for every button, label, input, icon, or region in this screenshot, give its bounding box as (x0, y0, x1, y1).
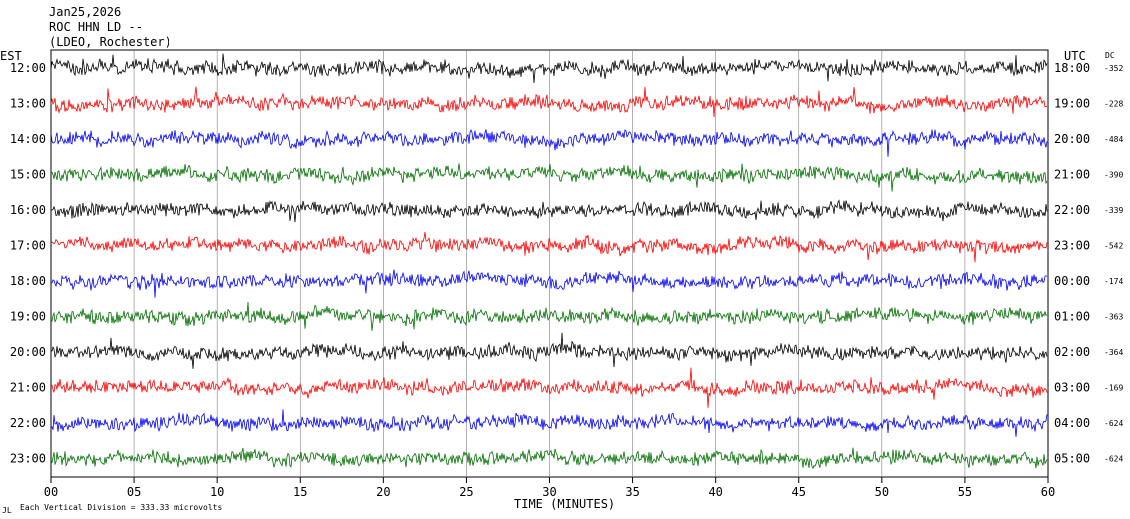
dc-offset-label: -624 (1104, 419, 1123, 428)
dc-offset-label: -352 (1104, 64, 1123, 73)
x-tick-label: 05 (127, 485, 141, 499)
dc-offset-labels: -352 -228 -484 -390 -339 -542 -174 -363 -364 -169… (1104, 64, 1123, 464)
trace-line (50, 367, 1048, 408)
trace-line (50, 86, 1048, 118)
utc-hour-label: 03:00 (1054, 381, 1090, 395)
est-hour-label: 23:00 (10, 452, 46, 466)
station-code: ROC HHN LD -- (49, 20, 143, 34)
est-hour-label: 17:00 (10, 239, 46, 253)
utc-hour-label: 02:00 (1054, 345, 1090, 359)
trace-line (50, 447, 1048, 470)
x-tick-label: 35 (625, 485, 639, 499)
est-hour-labels: 12:00 13:00 14:00 15:00 16:00 17:00 18:00 19:00… (10, 61, 46, 466)
x-tick-label: 25 (459, 485, 473, 499)
dc-offset-label: -364 (1104, 348, 1123, 357)
dc-column-title: DC (1105, 51, 1115, 60)
trace-line (50, 301, 1048, 331)
utc-hour-label: 22:00 (1054, 203, 1090, 217)
x-tick-label: 15 (293, 485, 307, 499)
est-hour-label: 12:00 (10, 61, 46, 75)
x-tick-label: 00 (44, 485, 58, 499)
dc-offset-label: -390 (1104, 171, 1123, 180)
dc-offset-label: -624 (1104, 455, 1123, 464)
utc-hour-labels: 18:00 19:00 20:00 21:00 22:00 23:00 00:00 01:00… (1054, 61, 1090, 466)
utc-hour-label: 20:00 (1054, 132, 1090, 146)
x-tick-label: 50 (875, 485, 889, 499)
x-tick-label: 10 (210, 485, 224, 499)
x-tick-label: 45 (792, 485, 806, 499)
trace-line (50, 53, 1048, 84)
utc-hour-label: 04:00 (1054, 416, 1090, 430)
est-hour-label: 20:00 (10, 345, 46, 359)
trace-line (50, 332, 1048, 369)
seismic-traces (50, 53, 1048, 470)
utc-hour-label: 01:00 (1054, 310, 1090, 324)
utc-hour-label: 00:00 (1054, 274, 1090, 288)
est-hour-label: 16:00 (10, 203, 46, 217)
x-tick-label: 20 (376, 485, 390, 499)
utc-hour-label: 05:00 (1054, 452, 1090, 466)
scale-note: Each Vertical Division = 333.33 microvol… (20, 503, 223, 512)
trace-line (50, 409, 1048, 437)
trace-line (50, 163, 1048, 192)
x-axis-label: TIME (MINUTES) (514, 497, 616, 511)
est-hour-label: 13:00 (10, 97, 46, 111)
est-hour-label: 15:00 (10, 168, 46, 182)
utc-hour-label: 18:00 (1054, 61, 1090, 75)
est-hour-label: 14:00 (10, 132, 46, 146)
dc-offset-label: -228 (1104, 100, 1123, 109)
dc-offset-label: -339 (1104, 206, 1123, 215)
est-hour-label: 21:00 (10, 381, 46, 395)
dc-offset-label: -363 (1104, 313, 1123, 322)
trace-line (50, 129, 1048, 157)
utc-hour-label: 21:00 (1054, 168, 1090, 182)
trace-line (50, 269, 1048, 298)
dc-offset-label: -542 (1104, 242, 1123, 251)
x-axis-ticks: 00 05 10 15 20 25 30 35 40 45 50 55 60 (44, 477, 1055, 499)
utc-hour-label: 19:00 (1054, 97, 1090, 111)
est-hour-label: 19:00 (10, 310, 46, 324)
dc-offset-label: -174 (1104, 277, 1123, 286)
utc-hour-label: 23:00 (1054, 239, 1090, 253)
network-name: (LDEO, Rochester) (49, 35, 169, 49)
dc-offset-label: -169 (1104, 384, 1123, 393)
est-hour-label: 18:00 (10, 274, 46, 288)
corner-mark: JL (2, 506, 12, 515)
record-date: Jan25,2026 (49, 5, 122, 19)
time-gridlines (133, 50, 966, 477)
x-tick-label: 60 (1041, 485, 1055, 499)
utc-axis-title: UTC (1064, 49, 1086, 63)
est-axis-title: EST (0, 49, 22, 63)
trace-line (51, 199, 1048, 223)
x-tick-label: 55 (958, 485, 972, 499)
x-tick-label: 40 (708, 485, 722, 499)
x-tick-label: 30 (542, 485, 556, 499)
dc-offset-label: -484 (1104, 135, 1123, 144)
est-hour-label: 22:00 (10, 416, 46, 430)
trace-line (50, 231, 1048, 263)
